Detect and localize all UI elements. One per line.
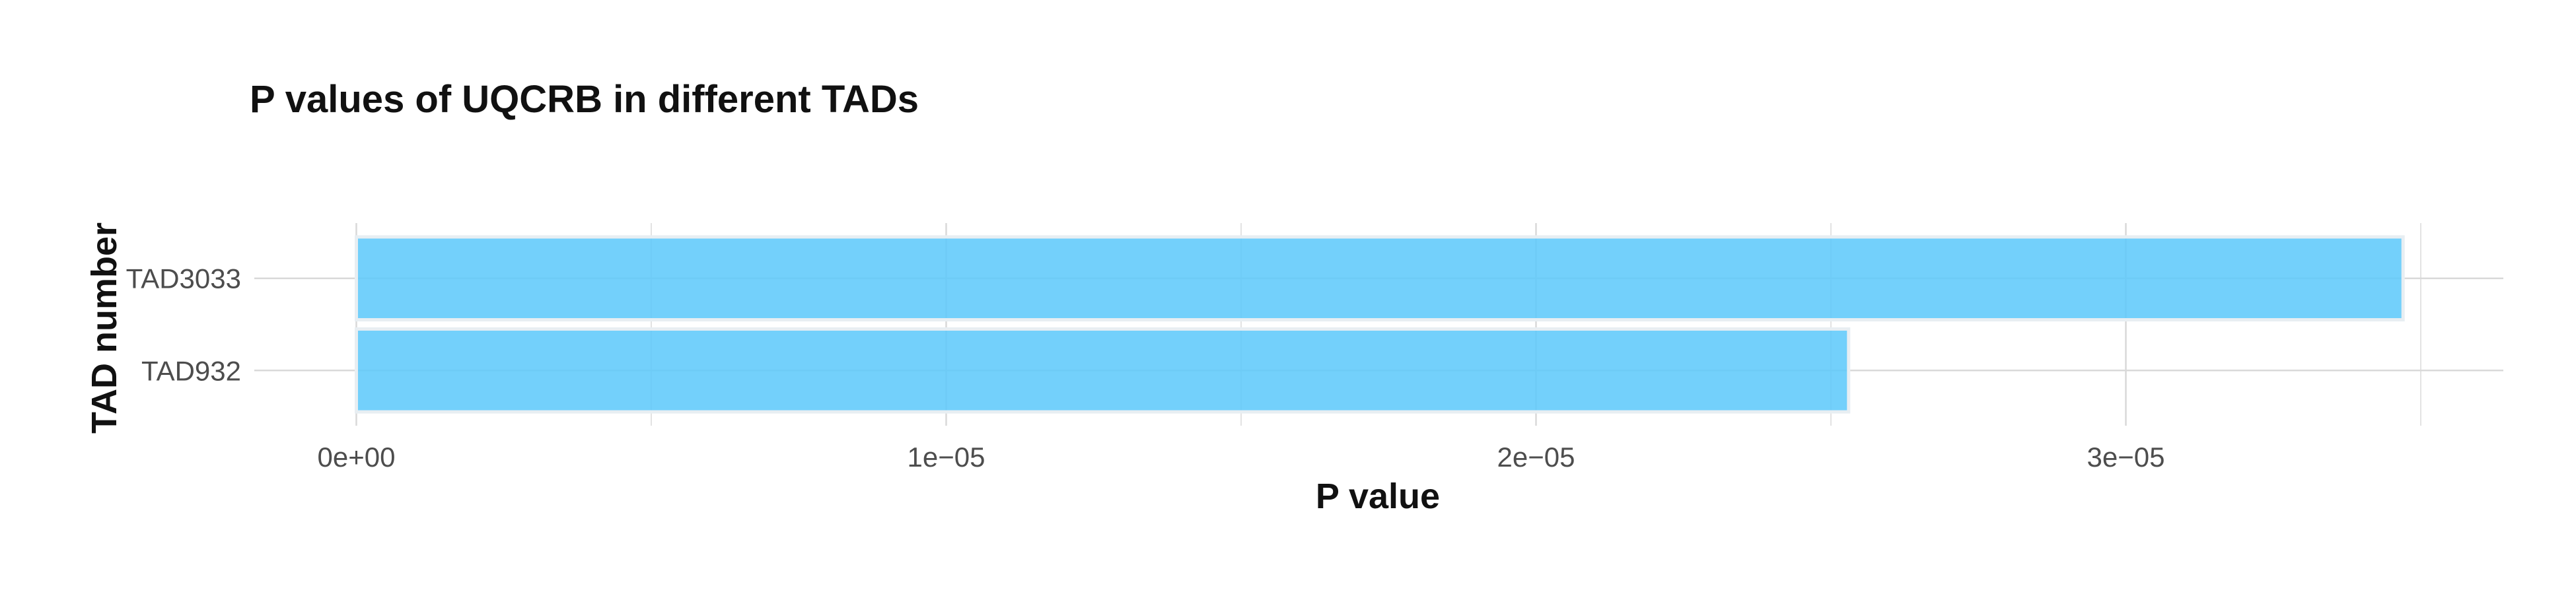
bar-tad3033 — [354, 235, 2405, 322]
bars — [354, 235, 2405, 414]
chart-title: P values of UQCRB in different TADs — [250, 78, 919, 121]
bar-tad932 — [354, 327, 1851, 414]
x-tick-label: 2e−05 — [1497, 442, 1575, 473]
x-tick-label: 1e−05 — [908, 442, 985, 473]
x-tick-labels: 0e+00 1e−05 2e−05 3e−05 — [318, 442, 2165, 473]
y-tick-label: TAD3033 — [126, 263, 241, 294]
y-axis-title: TAD number — [85, 222, 124, 434]
y-tick-labels: TAD932 TAD3033 — [126, 263, 241, 387]
x-tick-label: 0e+00 — [318, 442, 396, 473]
x-axis-title: P value — [1316, 477, 1440, 516]
y-tick-label: TAD932 — [141, 355, 241, 386]
x-tick-label: 3e−05 — [2087, 442, 2165, 473]
